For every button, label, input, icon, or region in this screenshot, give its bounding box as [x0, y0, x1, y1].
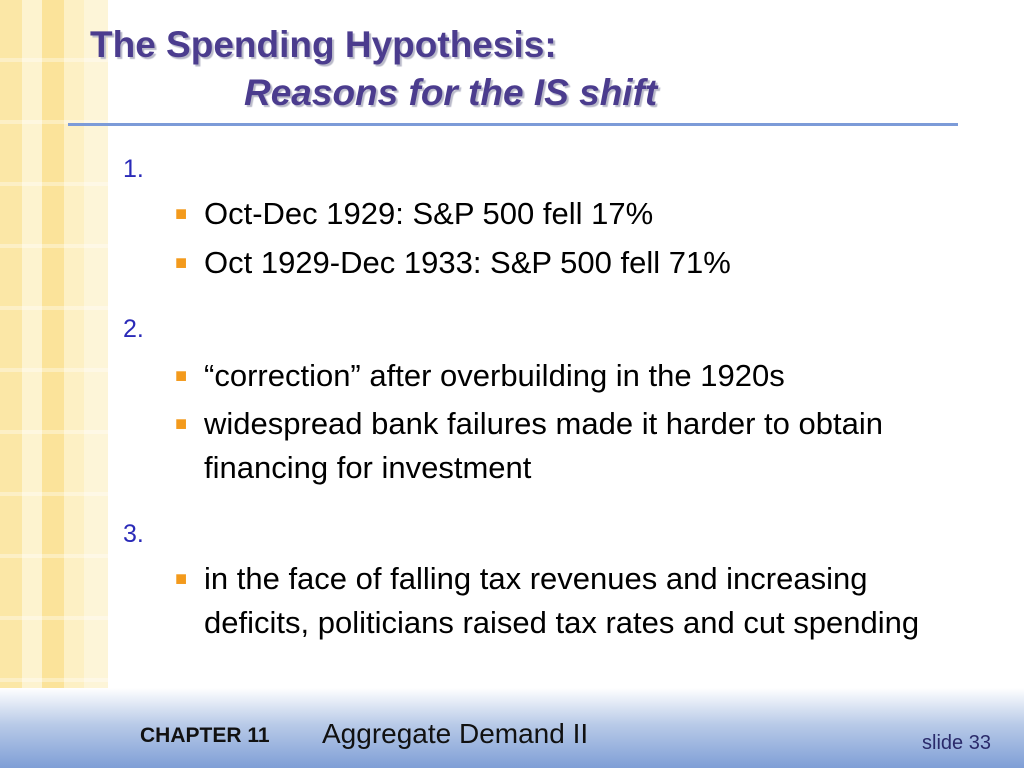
bullet-text: Oct 1929-Dec 1933: S&P 500 fell 71% [204, 245, 731, 280]
stripe-bands [0, 0, 108, 768]
square-bullet-icon: ■ [175, 252, 188, 274]
decorative-stripes [0, 0, 108, 768]
stripe [84, 0, 108, 768]
square-bullet-icon: ■ [175, 203, 188, 225]
stripe [22, 0, 42, 768]
stripe [64, 0, 84, 768]
footer-bar [0, 688, 1024, 768]
bullet-text: widespread bank failures made it harder … [204, 406, 883, 485]
slide-subtitle: Reasons for the IS shift [244, 72, 658, 113]
bullet-text: Oct-Dec 1929: S&P 500 fell 17% [204, 196, 654, 231]
title-divider [68, 123, 958, 126]
bullet-text: in the face of falling tax revenues and … [204, 561, 920, 640]
stripe [42, 0, 64, 768]
item-number: 2. [123, 315, 144, 343]
bullet-text: “correction” after overbuilding in the 1… [204, 358, 785, 393]
slide-number: slide 33 [922, 732, 991, 754]
chapter-label: CHAPTER 11 [140, 724, 270, 747]
item-number: 3. [123, 520, 144, 548]
slide-title: The Spending Hypothesis: [90, 24, 557, 65]
chapter-title: Aggregate Demand II [322, 718, 589, 749]
square-bullet-icon: ■ [175, 413, 188, 435]
square-bullet-icon: ■ [175, 365, 188, 387]
stripe [0, 0, 22, 768]
square-bullet-icon: ■ [175, 568, 188, 590]
item-number: 1. [123, 155, 144, 183]
